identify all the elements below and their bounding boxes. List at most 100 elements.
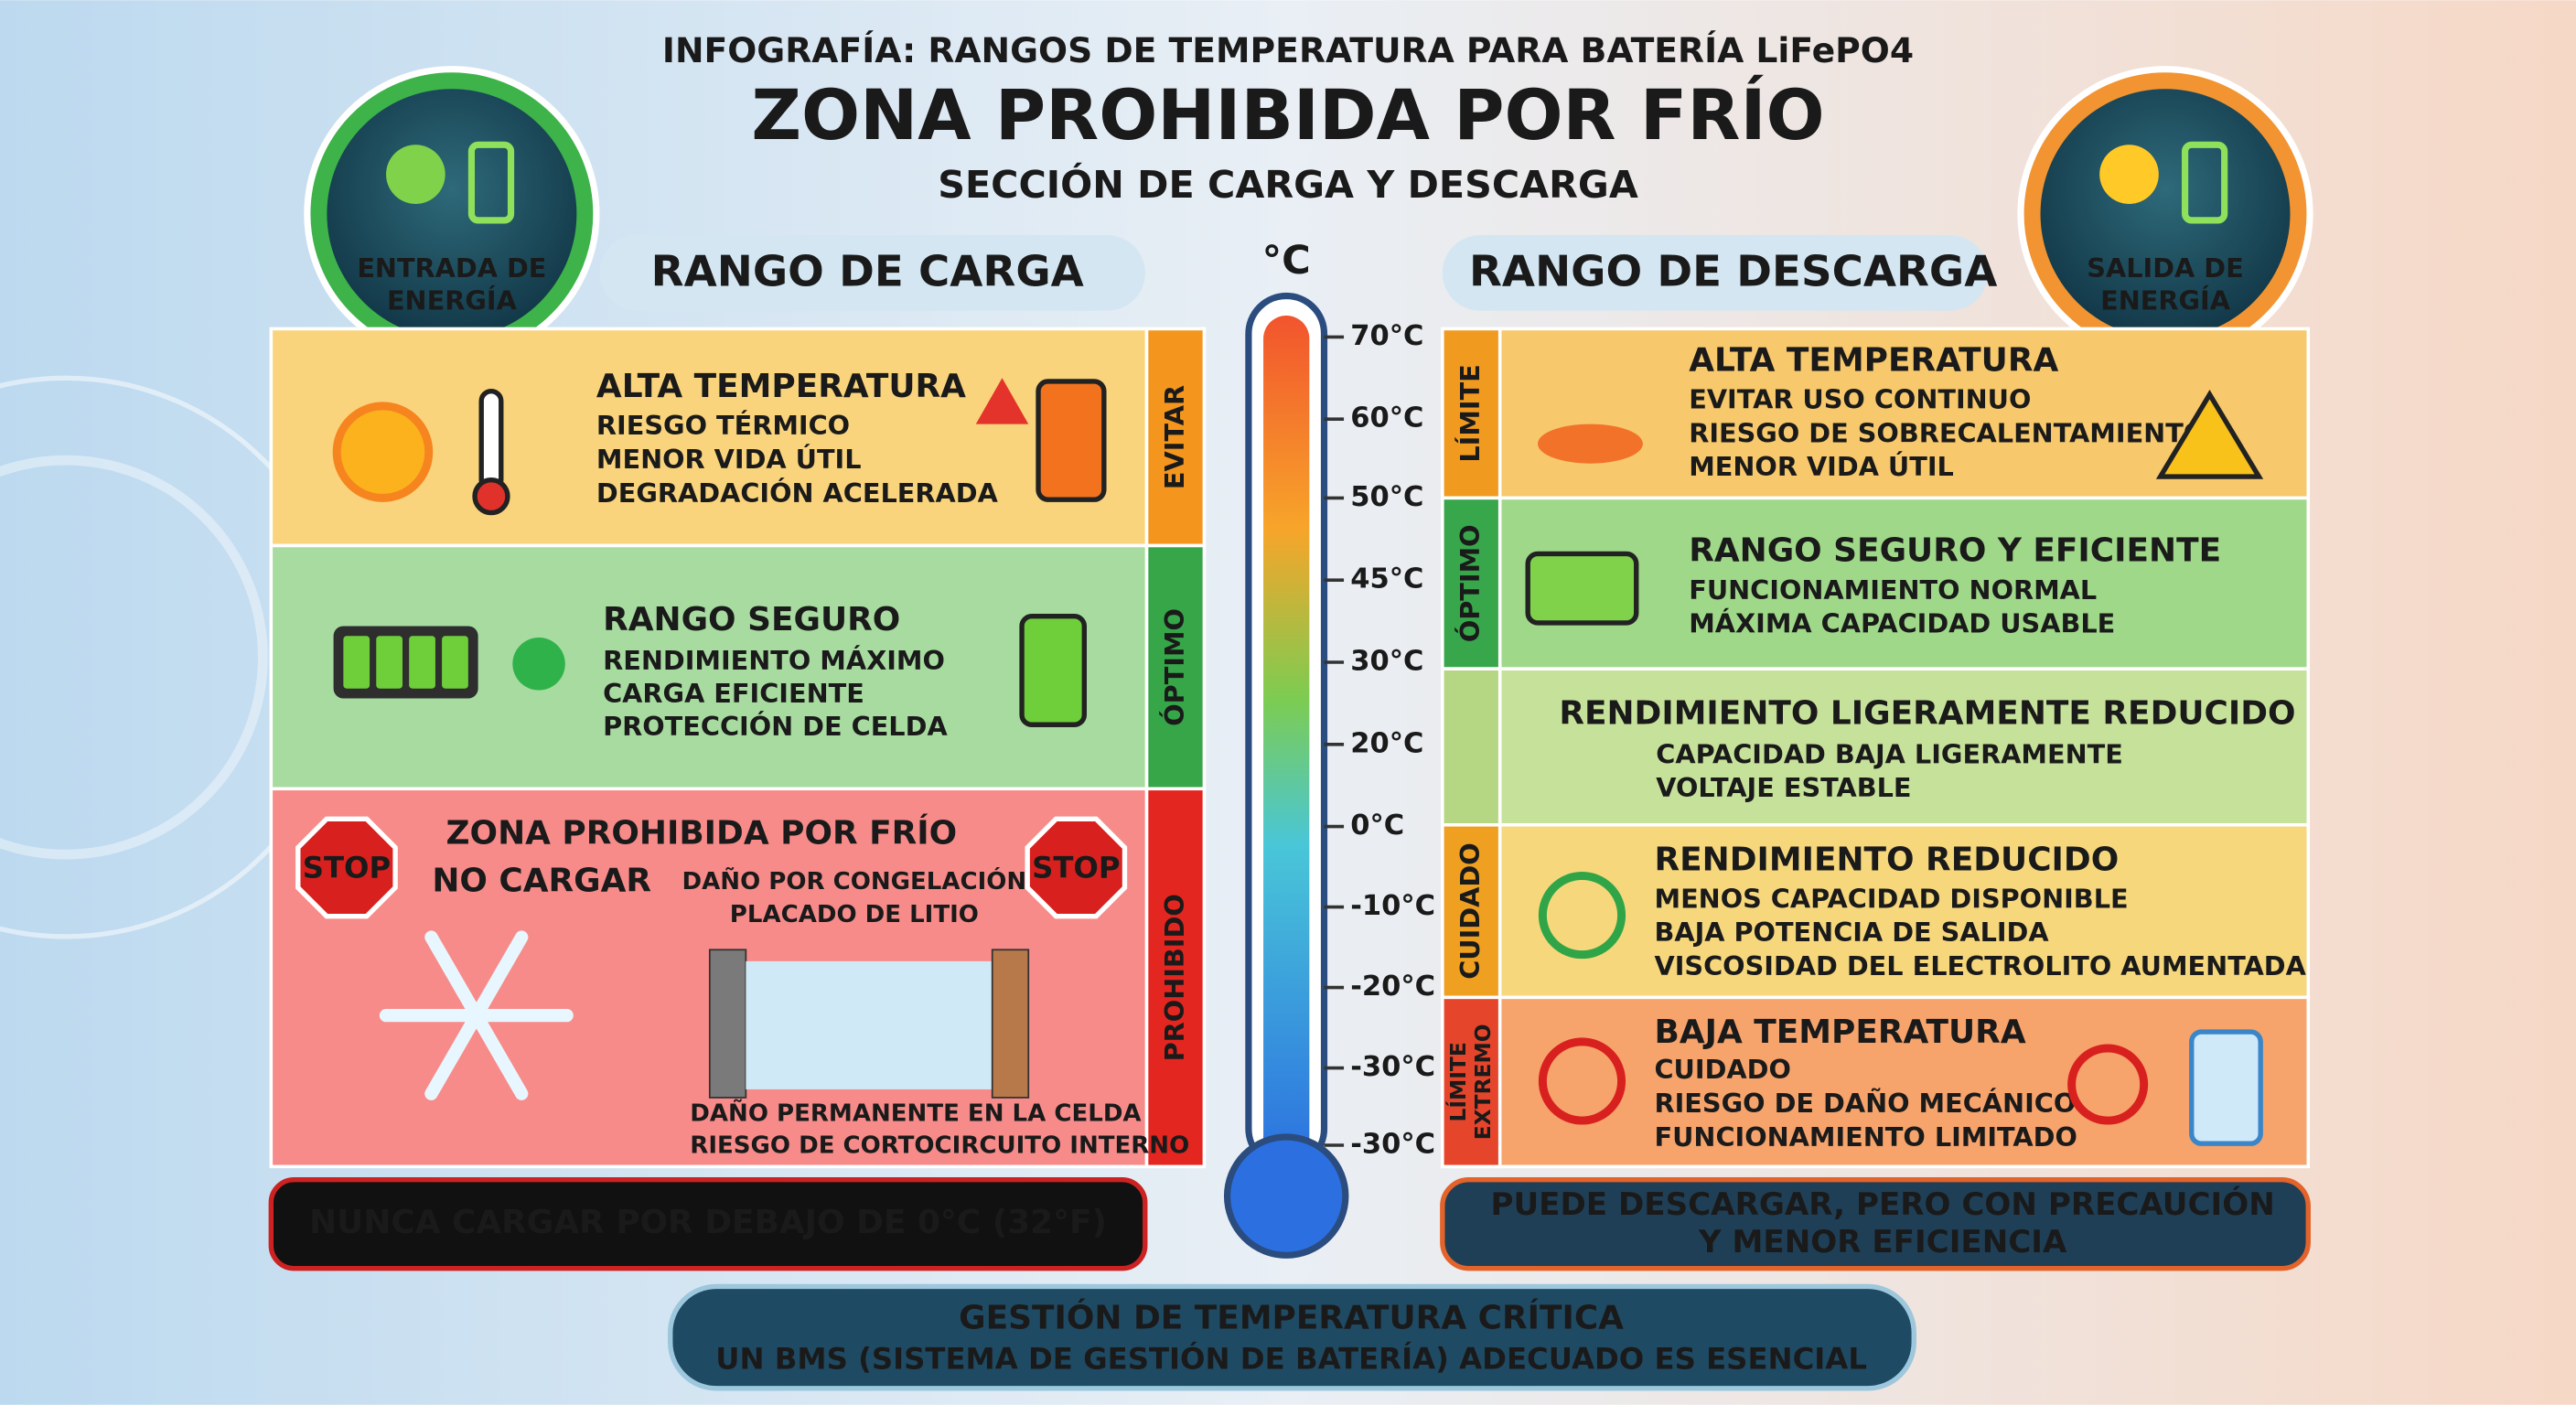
battery-cell [343,636,370,689]
row-tag: CUIDADO [1454,842,1486,979]
row-text: CARGA EFICIENTE [603,678,864,709]
row-text: RIESGO TÉRMICO [596,410,850,441]
hot-battery-icon [1036,379,1107,502]
tag-strip [1441,327,1502,500]
temp-label: -10°C [1350,890,1435,922]
note-text: DAÑO PERMANENTE EN LA CELDA [690,1098,1142,1127]
row-text: VISCOSIDAD DEL ELECTROLITO AUMENTADA [1654,950,2306,981]
stop-label: STOP [1032,850,1120,885]
row-text: MENOR VIDA ÚTIL [596,444,862,475]
row-text: BAJA POTENCIA DE SALIDA [1654,917,2049,948]
thermo-bulb [1223,1133,1349,1259]
battery-icon [2181,141,2228,224]
charging-icon [1019,614,1087,727]
temp-label: 60°C [1350,402,1423,434]
temp-label: 70°C [1350,320,1423,352]
warning-icon [975,378,1029,424]
sun-icon [332,402,434,502]
row-text: VOLTAJE ESTABLE [1656,772,1911,803]
check-icon [512,638,565,691]
row-title: ALTA TEMPERATURA [1689,341,2058,379]
section-heading: RANGO DE CARGA [651,248,1084,297]
row-text: EVITAR USO CONTINUO [1689,383,2031,414]
temp-label: 30°C [1350,646,1423,678]
row-text: DEGRADACIÓN ACELERADA [596,477,999,509]
unit-label: °C [1262,238,1311,284]
row-text: RIESGO DE DAÑO MECÁNICO [1654,1088,2076,1119]
snowflake-arm [424,1008,483,1100]
alert-icon [2067,1044,2149,1125]
row-tag: PROHIBIDO [1159,894,1190,1061]
note-text: RIESGO DE CORTOCIRCUITO INTERNO [690,1132,1189,1159]
row-tag: ÓPTIMO [1159,608,1190,726]
row-tag: ÓPTIMO [1454,524,1486,642]
temp-label: 50°C [1350,481,1423,513]
power-icon [1538,871,1626,960]
heading-pill [1442,235,1989,311]
banner-subtitle: UN BMS (SISTEMA DE GESTIÓN DE BATERÍA) A… [715,1340,1867,1376]
row-tag: LÍMITE [1445,1042,1471,1121]
row-text: CUIDADO [1654,1054,1790,1085]
row-tag: LÍMITE [1454,364,1486,462]
row-title: RENDIMIENTO LIGERAMENTE REDUCIDO [1559,694,2295,732]
row-title: BAJA TEMPERATURA [1654,1014,2025,1051]
frozen-battery-icon [2189,1029,2263,1146]
kicker: INFOGRAFÍA: RANGOS DE TEMPERATURA PARA B… [662,30,1914,70]
row-title: ZONA PROHIBIDA POR FRÍO [446,814,958,853]
bottom-banner [668,1283,1916,1391]
row-title: RANGO SEGURO [603,601,900,638]
thermo-tube [1263,316,1310,1170]
row-title: RANGO SEGURO Y EFICIENTE [1689,532,2221,570]
decor-ring [0,455,268,860]
note-text: PLACADO DE LITIO [730,901,979,928]
warning-icon [2155,390,2264,479]
tag-strip [1441,496,1502,670]
tag-strip [1144,787,1207,1169]
tag-strip [1144,543,1207,791]
battery-cell [442,636,468,689]
cell-electrolyte [746,960,993,1089]
tag-strip [1441,823,1502,1000]
row-title: RENDIMIENTO REDUCIDO [1654,841,2119,878]
battery-icon [1525,551,1639,626]
row-title: ALTA TEMPERATURA [596,368,966,405]
row-tag: EXTREMO [1470,1024,1496,1140]
row-text: RIESGO DE SOBRECALENTAMIENTO [1689,417,2206,448]
footer-text: PUEDE DESCARGAR, PERO CON PRECAUCIÓN [1490,1185,2274,1223]
temp-label: 0°C [1350,810,1404,842]
tag-strip [1441,995,1502,1169]
battery-cell [409,636,435,689]
bulb-icon [2099,145,2159,204]
temp-label: -20°C [1350,971,1435,1003]
temp-label: -30°C [1350,1129,1435,1161]
row-text: PROTECCIÓN DE CELDA [603,711,948,742]
stop-label: STOP [303,850,391,885]
tag-strip [1441,667,1502,827]
thermo-bulb [472,477,510,516]
badge-label: ENERGÍA [387,285,518,316]
temp-label: -30°C [1350,1051,1435,1083]
battery-cell [376,636,402,689]
row-text: FUNCIONAMIENTO LIMITADO [1654,1121,2077,1153]
snowflake-arm [469,930,529,1023]
stop-sign [295,816,398,919]
cell-electrode [991,949,1030,1099]
row-text: NO CARGAR [432,863,651,900]
badge-label: SALIDA DE [2087,252,2243,284]
cell-electrode [708,949,747,1099]
row-text: MÁXIMA CAPACIDAD USABLE [1689,608,2115,639]
row-text: CAPACIDAD BAJA LIGERAMENTE [1656,738,2123,769]
footer-pill [1440,1177,2311,1271]
temp-label: 45°C [1350,563,1423,595]
alert-icon [1538,1037,1626,1125]
footer-text: Y MENOR EFICIENCIA [1698,1224,2067,1260]
row-tag: EVITAR [1159,385,1190,489]
badge-label: ENERGÍA [2100,285,2231,316]
footer-text: NUNCA CARGAR POR DEBAJO DE 0°C (32°F) [309,1204,1107,1241]
battery-icon [467,141,515,224]
discharge-row [1441,667,2311,827]
row-text: MENOS CAPACIDAD DISPONIBLE [1654,883,2128,914]
snowflake-arm [424,930,483,1023]
note-text: DAÑO POR CONGELACIÓN [682,866,1027,896]
